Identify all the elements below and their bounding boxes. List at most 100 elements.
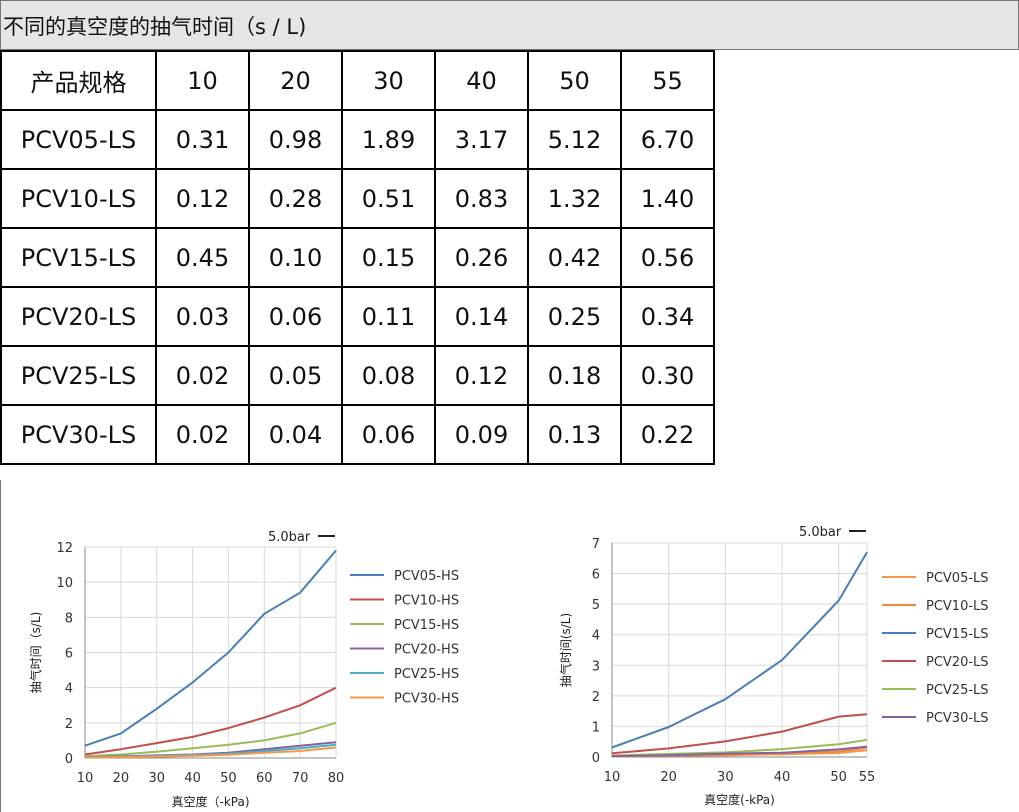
left-border [0, 480, 1, 812]
table-header-cell: 55 [620, 50, 715, 111]
table-header-cell: 40 [434, 50, 529, 111]
legend-label: PCV30-LS [926, 711, 989, 726]
y-tick-label: 6 [592, 568, 600, 583]
y-tick-label: 2 [592, 690, 600, 705]
table-cell: 0.05 [248, 345, 343, 406]
table-header-cell: 10 [155, 50, 250, 111]
legend-label: PCV15-HS [394, 618, 459, 633]
legend-label: PCV25-LS [926, 683, 989, 698]
table-row: PCV25-LS 0.02 0.05 0.08 0.12 0.18 0.30 [0, 345, 715, 406]
x-tick-label: 50 [830, 770, 847, 785]
legend-label: PCV25-HS [394, 667, 459, 682]
y-tick-label: 3 [592, 659, 600, 674]
table-cell: 1.89 [341, 109, 436, 170]
table-cell: PCV25-LS [0, 345, 157, 406]
legend-label: PCV10-LS [926, 599, 989, 614]
chart-2: 10 20 30 40 50 55 0 1 2 3 4 5 6 7 真空度(-kPa) 抽气时间(s/L) 5.… [558, 525, 989, 807]
legend-label: PCV05-LS [926, 571, 989, 586]
table-cell: PCV05-LS [0, 109, 157, 170]
x-tick-label: 10 [77, 771, 94, 786]
table-cell: 0.03 [155, 286, 250, 347]
y-tick-label: 1 [592, 720, 600, 735]
table-cell: 0.26 [434, 227, 529, 288]
series-line-pcv15-ls [611, 551, 868, 749]
table-cell: PCV20-LS [0, 286, 157, 347]
x-tick-label: 70 [292, 771, 309, 786]
y-tick-label: 6 [65, 647, 73, 662]
legend-label: PCV20-HS [394, 643, 459, 658]
legend-label: PCV15-LS [926, 627, 989, 642]
y-tick-label: 10 [56, 576, 73, 591]
table-cell: 0.11 [341, 286, 436, 347]
x-axis-title: 真空度（-kPa) [171, 794, 249, 809]
table-header-cell: 30 [341, 50, 436, 111]
table-row: PCV15-LS 0.45 0.10 0.15 0.26 0.42 0.56 [0, 227, 715, 288]
table-cell: 3.17 [434, 109, 529, 170]
page-title: 不同的真空度的抽气时间（s / L) [3, 15, 307, 39]
legend-label: PCV20-LS [926, 655, 989, 670]
legend-label: PCV10-HS [394, 594, 459, 609]
table-cell: 0.08 [341, 345, 436, 406]
x-tick-label: 30 [717, 770, 734, 785]
table-cell: 0.06 [341, 404, 436, 465]
table-cell: 0.14 [434, 286, 529, 347]
y-tick-label: 4 [592, 629, 600, 644]
series-line-pcv15-hs [84, 721, 337, 758]
table-cell: PCV10-LS [0, 168, 157, 229]
table-cell: 0.56 [620, 227, 715, 288]
table-cell: 0.98 [248, 109, 343, 170]
table-cell: 0.25 [527, 286, 622, 347]
title-bar: 不同的真空度的抽气时间（s / L) [0, 0, 1019, 50]
pressure-annotation: 5.0bar [268, 530, 311, 545]
table-cell: 0.28 [248, 168, 343, 229]
table-cell: 0.31 [155, 109, 250, 170]
table-cell: 1.32 [527, 168, 622, 229]
table-cell: 5.12 [527, 109, 622, 170]
series-line-pcv20-ls [611, 713, 868, 755]
table-cell: 0.09 [434, 404, 529, 465]
legend-label: PCV30-HS [394, 692, 459, 707]
pressure-annotation: 5.0bar [799, 525, 842, 540]
spec-table: 产品规格 10 20 30 40 50 55 PCV05-LS 0.31 0.98 1.89 3.17… [0, 50, 715, 465]
table-cell: 0.02 [155, 345, 250, 406]
y-axis-title: 抽气时间（s/L) [28, 612, 43, 694]
table-row: PCV20-LS 0.03 0.06 0.11 0.14 0.25 0.34 [0, 286, 715, 347]
table-cell: 0.22 [620, 404, 715, 465]
table-header-row: 产品规格 10 20 30 40 50 55 [0, 50, 715, 111]
table-cell: 0.45 [155, 227, 250, 288]
y-tick-label: 8 [65, 611, 73, 626]
table-cell: 0.13 [527, 404, 622, 465]
y-axis-title: 抽气时间(s/L) [558, 613, 573, 687]
legend: PCV05-HS PCV10-HS PCV15-HS PCV20-HS PCV25-HS… [350, 569, 459, 707]
x-tick-label: 50 [220, 771, 237, 786]
table-row: PCV10-LS 0.12 0.28 0.51 0.83 1.32 1.40 [0, 168, 715, 229]
table-header-cell: 产品规格 [0, 50, 157, 111]
table-cell: 0.83 [434, 168, 529, 229]
y-tick-label: 0 [592, 751, 600, 766]
y-tick-label: 0 [65, 752, 73, 767]
table-cell: 0.42 [527, 227, 622, 288]
x-tick-label: 30 [148, 771, 165, 786]
table-cell: 0.02 [155, 404, 250, 465]
series-line-pcv10-hs [84, 686, 337, 756]
x-tick-label: 40 [184, 771, 201, 786]
table-row: PCV30-LS 0.02 0.04 0.06 0.09 0.13 0.22 [0, 404, 715, 465]
series-line-pcv30-hs [84, 746, 337, 759]
table-cell: 0.30 [620, 345, 715, 406]
series-line-pcv30-ls [611, 745, 868, 758]
y-tick-label: 12 [56, 541, 73, 556]
y-tick-label: 2 [65, 717, 73, 732]
x-tick-label: 20 [113, 771, 130, 786]
table-cell: 0.04 [248, 404, 343, 465]
x-tick-label: 60 [256, 771, 273, 786]
y-tick-label: 4 [65, 682, 73, 697]
x-tick-label: 10 [604, 770, 621, 785]
table-cell: 0.10 [248, 227, 343, 288]
legend: PCV05-LS PCV10-LS PCV15-LS PCV20-LS PCV25-LS… [882, 571, 989, 726]
series-line-pcv25-ls [611, 738, 868, 757]
table-cell: 0.34 [620, 286, 715, 347]
table-cell: 0.51 [341, 168, 436, 229]
table-cell: 1.40 [620, 168, 715, 229]
series-line-pcv05-hs [84, 549, 337, 747]
